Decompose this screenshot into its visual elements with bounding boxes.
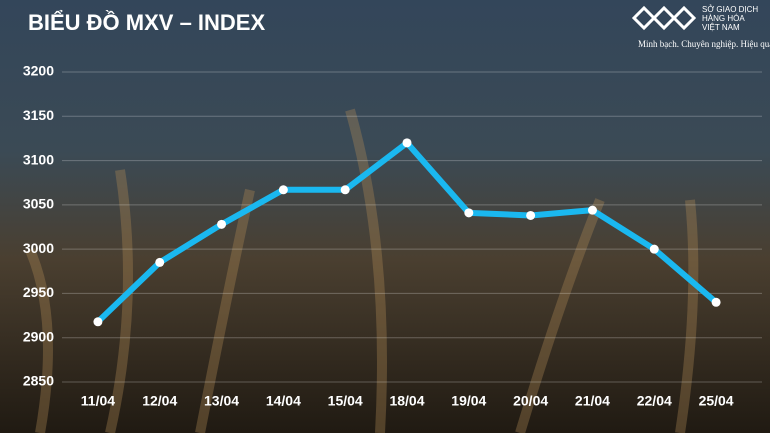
y-tick-label: 2950 xyxy=(23,284,54,300)
x-tick-label: 20/04 xyxy=(513,393,548,409)
x-tick-label: 11/04 xyxy=(81,393,115,409)
x-tick-label: 15/04 xyxy=(328,393,363,409)
logo xyxy=(631,5,697,31)
brand-name: VIỆT NAM xyxy=(702,23,740,32)
x-tick-label: 25/04 xyxy=(699,393,734,409)
x-tick-label: 14/04 xyxy=(266,393,301,409)
x-tick-label: 19/04 xyxy=(451,393,486,409)
x-tick-label: 21/04 xyxy=(575,393,610,409)
y-tick-label: 3000 xyxy=(23,240,54,256)
x-tick-label: 13/04 xyxy=(204,393,239,409)
brand-name: HÀNG HÓA xyxy=(702,14,745,23)
x-tick-label: 12/04 xyxy=(142,393,177,409)
y-tick-label: 2900 xyxy=(23,328,54,344)
chart-title: BIỂU ĐỒ MXV – INDEX xyxy=(28,10,265,35)
y-tick-label: 3100 xyxy=(23,151,54,167)
wheat-decoration xyxy=(25,108,699,433)
y-tick-label: 2850 xyxy=(23,373,54,389)
data-point xyxy=(464,208,474,218)
x-tick-label: 22/04 xyxy=(637,393,672,409)
data-point xyxy=(340,185,350,195)
data-point xyxy=(526,210,536,220)
y-tick-label: 3050 xyxy=(23,196,54,212)
brand-slogan: Minh bạch. Chuyên nghiệp. Hiệu quả xyxy=(638,39,770,49)
data-point xyxy=(93,317,103,327)
data-point xyxy=(278,185,288,195)
data-point xyxy=(217,219,227,229)
x-tick-label: 18/04 xyxy=(389,393,424,409)
data-point xyxy=(711,297,721,307)
data-point xyxy=(649,244,659,254)
y-tick-label: 3200 xyxy=(23,63,54,79)
y-tick-label: 3150 xyxy=(23,107,54,123)
data-point xyxy=(155,257,165,267)
data-point xyxy=(587,205,597,215)
brand-name: SỞ GIAO DỊCH xyxy=(702,5,758,14)
data-point xyxy=(402,138,412,148)
